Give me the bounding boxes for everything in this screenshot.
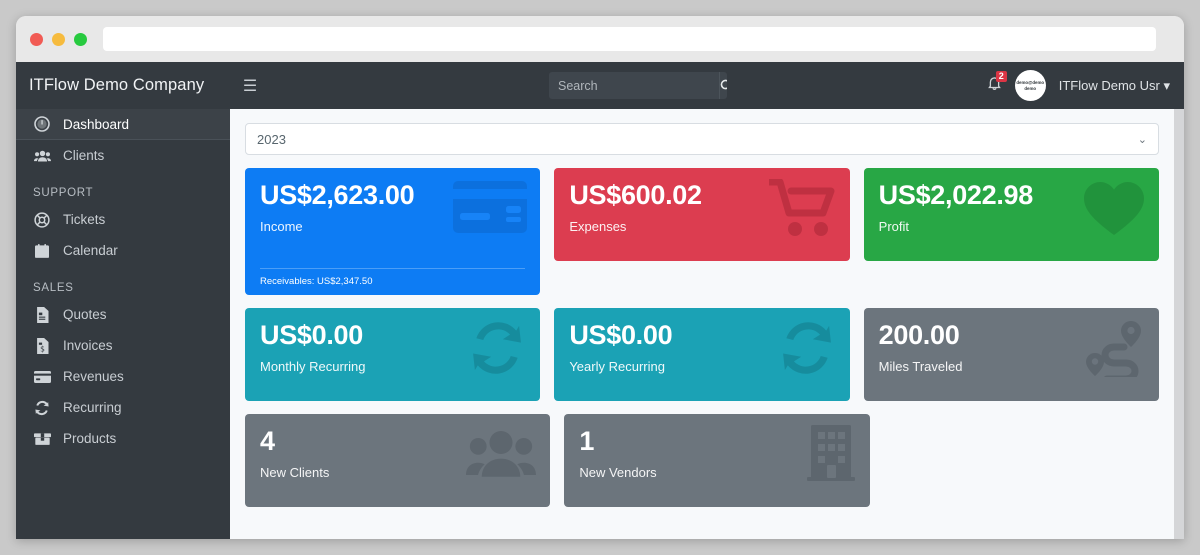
sidebar-item-products[interactable]: Products (16, 423, 230, 454)
stat-card-row: US$2,623.00 Income Receivables: US$2,347… (245, 168, 1159, 295)
calendar-icon (33, 243, 51, 259)
sidebar-item-calendar[interactable]: Calendar (16, 235, 230, 266)
sidebar-item-label: Quotes (63, 307, 107, 322)
sidebar-item-invoices[interactable]: $ Invoices (16, 330, 230, 361)
stat-card-miles-traveled[interactable]: 200.00 Miles Traveled (863, 308, 1159, 401)
file-dollar-icon: $ (33, 337, 51, 354)
url-bar[interactable] (103, 27, 1156, 51)
avatar[interactable]: demo@demo demo (1014, 70, 1046, 101)
stat-label: Monthly Recurring (260, 358, 366, 374)
user-menu[interactable]: ITFlow Demo Usr ▾ (1059, 78, 1170, 94)
stat-value: US$0.00 (260, 320, 363, 350)
sync-icon (467, 319, 527, 377)
stat-value: 200.00 (878, 320, 960, 350)
notification-badge: 2 (995, 71, 1007, 82)
life-ring-icon (33, 211, 51, 228)
stat-value: US$600.02 (569, 180, 702, 210)
app-viewport: ITFlow Demo Company Dashboard (16, 62, 1184, 539)
sidebar-item-label: Dashboard (63, 116, 130, 132)
sidebar-item-label: Calendar (63, 243, 118, 258)
stat-label: Yearly Recurring (569, 358, 665, 374)
stat-card-income[interactable]: US$2,623.00 Income Receivables: US$2,347… (245, 168, 541, 295)
stat-label: Income (260, 218, 303, 234)
topbar-right: 2 demo@demo demo ITFlow Demo Usr ▾ (987, 62, 1170, 109)
sidebar-item-label: Recurring (63, 400, 122, 415)
sync-icon (777, 319, 837, 377)
search-button[interactable] (719, 72, 727, 99)
receivables-text: Receivables: US$2,347.50 (260, 276, 373, 287)
sidebar-section-support: SUPPORT (33, 187, 94, 199)
stat-value: 4 (260, 426, 275, 456)
user-menu-label: ITFlow Demo Usr (1058, 77, 1160, 93)
avatar-line-2: demo (1024, 85, 1037, 91)
sidebar-item-revenues[interactable]: Revenues (16, 361, 230, 392)
stat-card-row: 4 New Clients 1 New Vendors (245, 414, 1159, 507)
chevron-down-icon: ⌄ (1137, 133, 1147, 146)
users-icon (33, 148, 51, 164)
users-icon (465, 425, 537, 481)
stat-value: US$0.00 (569, 320, 673, 350)
search-box (549, 72, 727, 99)
sidebar-item-label: Invoices (63, 338, 113, 353)
shopping-cart-icon (765, 178, 837, 239)
building-icon (805, 425, 857, 483)
route-icon (1080, 319, 1146, 383)
year-filter-value: 2023 (257, 131, 286, 147)
browser-window: ITFlow Demo Company Dashboard (16, 16, 1184, 539)
stat-label: Profit (878, 218, 909, 234)
sidebar-item-dashboard[interactable]: Dashboard (16, 109, 230, 140)
card-divider (260, 268, 526, 269)
search-input[interactable] (549, 72, 719, 99)
sidebar-section-sales: SALES (33, 282, 74, 294)
file-invoice-icon (33, 306, 51, 323)
sidebar-item-clients[interactable]: Clients (16, 140, 230, 171)
menu-toggle-icon[interactable]: ☰ (242, 77, 258, 95)
browser-titlebar (16, 16, 1184, 62)
stat-label: Expenses (569, 218, 627, 234)
stat-value: US$2,623.00 (260, 180, 415, 210)
stat-card-new-vendors[interactable]: 1 New Vendors (564, 414, 870, 507)
avatar-line-1: demo@demo (1016, 80, 1045, 85)
stat-value: US$2,022.98 (878, 180, 1034, 210)
sidebar-item-label: Clients (63, 148, 105, 163)
credit-card-icon (453, 179, 528, 235)
sidebar: ITFlow Demo Company Dashboard (16, 62, 230, 539)
stat-card-monthly-recurring[interactable]: US$0.00 Monthly Recurring (245, 308, 541, 401)
svg-text:$: $ (40, 344, 45, 353)
stat-card-yearly-recurring[interactable]: US$0.00 Yearly Recurring (554, 308, 850, 401)
stat-label: New Clients (260, 464, 330, 480)
window-controls (30, 32, 87, 46)
credit-card-icon (33, 370, 51, 384)
sidebar-item-label: Tickets (63, 212, 106, 227)
stat-card-row: US$0.00 Monthly Recurring US$0.00 Yearly… (245, 308, 1159, 401)
main-content: 2023 ⌄ US$2,623.00 Income (230, 109, 1174, 539)
sidebar-item-tickets[interactable]: Tickets (16, 204, 230, 235)
sidebar-item-label: Products (63, 431, 117, 446)
box-icon (33, 432, 51, 446)
minimize-window-button[interactable] (52, 32, 65, 46)
heart-icon (1082, 179, 1146, 237)
notifications-button[interactable]: 2 (987, 71, 1007, 96)
stat-card-expenses[interactable]: US$600.02 Expenses (554, 168, 850, 261)
stat-card-profit[interactable]: US$2,022.98 Profit (863, 168, 1159, 261)
sync-icon (33, 400, 51, 416)
maximize-window-button[interactable] (74, 32, 87, 46)
stat-label: New Vendors (579, 464, 657, 480)
close-window-button[interactable] (30, 32, 43, 46)
topbar: ☰ 2 demo@demo (230, 62, 1184, 109)
stat-value: 1 (579, 426, 595, 456)
sidebar-item-label: Revenues (63, 369, 124, 384)
chevron-down-icon: ▾ (1163, 77, 1170, 93)
sidebar-item-quotes[interactable]: Quotes (16, 299, 230, 330)
stat-label: Miles Traveled (878, 358, 963, 374)
stat-card-new-clients[interactable]: 4 New Clients (245, 414, 551, 507)
empty-grid-slot (884, 414, 1159, 507)
year-filter-select[interactable]: 2023 ⌄ (245, 123, 1159, 155)
sidebar-item-recurring[interactable]: Recurring (16, 392, 230, 423)
brand-title: ITFlow Demo Company (29, 76, 205, 94)
dashboard-icon (33, 116, 51, 132)
